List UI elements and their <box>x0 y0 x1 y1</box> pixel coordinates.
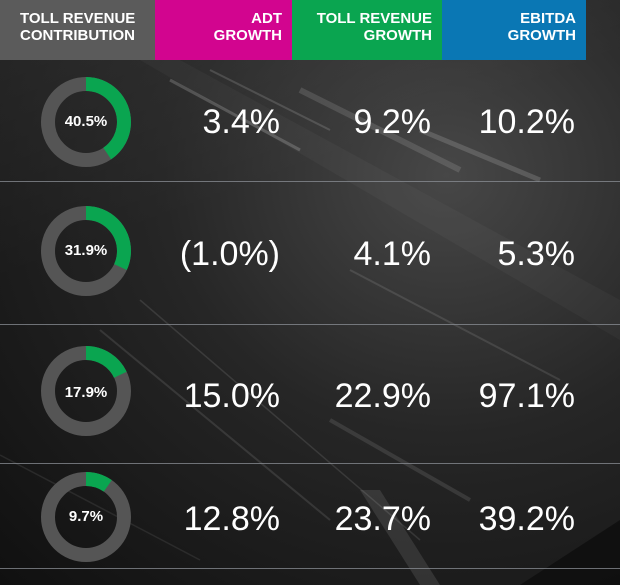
donut-segment <box>41 77 131 167</box>
donut-segment <box>41 472 131 562</box>
row-divider <box>0 324 620 325</box>
header-ebitda-line1: EBITDA <box>520 10 576 27</box>
toll-revenue-growth-value: 4.1% <box>353 235 432 273</box>
contribution-label: 40.5% <box>64 113 108 130</box>
toll-revenue-growth-value: 23.7% <box>334 500 431 538</box>
donut-segment <box>41 206 131 296</box>
adt-growth-value: 15.0% <box>183 377 280 415</box>
header-adt-growth: ADT GROWTH <box>155 0 292 60</box>
adt-growth-value: (1.0%) <box>179 235 280 273</box>
adt-growth-value: 12.8% <box>183 500 280 538</box>
contribution-donut <box>41 346 131 436</box>
contribution-label: 17.9% <box>64 384 108 401</box>
toll-revenue-growth-value: 22.9% <box>334 377 431 415</box>
header-contribution: TOLL REVENUE CONTRIBUTION <box>0 0 155 60</box>
header-contribution-line2: CONTRIBUTION <box>20 27 135 44</box>
ebitda-growth-value: 97.1% <box>478 377 575 415</box>
donut-segment <box>41 346 131 436</box>
header-toll-line1: TOLL REVENUE <box>316 10 432 27</box>
header-adt-line1: ADT <box>251 10 282 27</box>
toll-revenue-growth-value: 9.2% <box>353 103 432 141</box>
header-ebitda-line2: GROWTH <box>507 27 576 44</box>
contribution-label: 9.7% <box>68 508 104 525</box>
header-toll-revenue-growth: TOLL REVENUE GROWTH <box>292 0 442 60</box>
contribution-donut <box>41 472 131 562</box>
contribution-label: 31.9% <box>64 242 108 259</box>
header-contribution-line1: TOLL REVENUE <box>20 10 136 27</box>
contribution-donut <box>41 206 131 296</box>
row-divider <box>0 568 620 569</box>
header-ebitda-growth: EBITDA GROWTH <box>442 0 586 60</box>
table-header: TOLL REVENUE CONTRIBUTION ADT GROWTH TOL… <box>0 0 620 60</box>
ebitda-growth-value: 10.2% <box>478 103 575 141</box>
header-toll-line2: GROWTH <box>363 27 432 44</box>
header-adt-line2: GROWTH <box>213 27 282 44</box>
ebitda-growth-value: 5.3% <box>497 235 576 273</box>
row-divider <box>0 463 620 464</box>
adt-growth-value: 3.4% <box>202 103 281 141</box>
contribution-donut <box>41 77 131 167</box>
row-divider <box>0 181 620 182</box>
ebitda-growth-value: 39.2% <box>478 500 575 538</box>
